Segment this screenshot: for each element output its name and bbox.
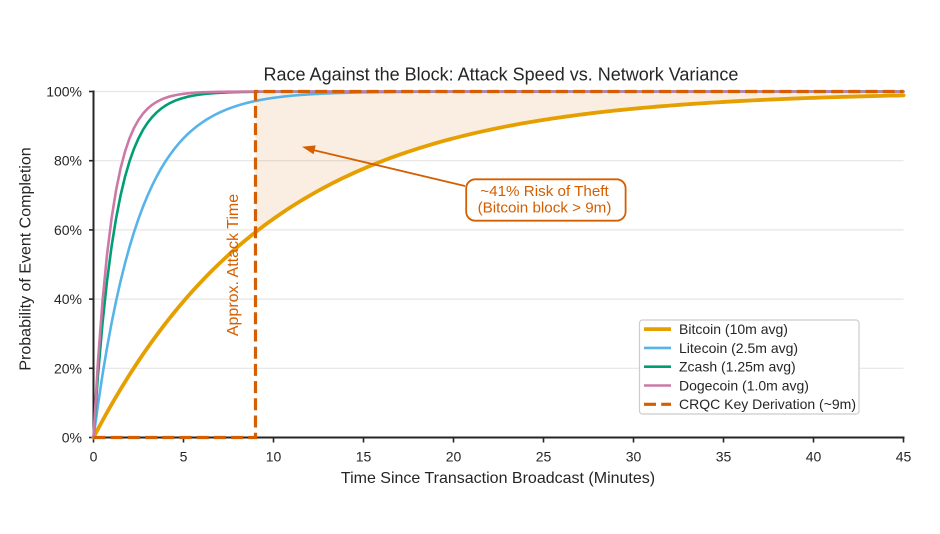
svg-text:20%: 20% bbox=[54, 360, 82, 376]
svg-text:80%: 80% bbox=[54, 153, 82, 169]
svg-text:Probability of Event Completio: Probability of Event Completion bbox=[18, 147, 35, 370]
svg-text:Approx. Attack Time: Approx. Attack Time bbox=[225, 194, 242, 336]
svg-text:(Bitcoin block > 9m): (Bitcoin block > 9m) bbox=[478, 200, 612, 217]
svg-text:45: 45 bbox=[896, 449, 912, 465]
svg-text:Bitcoin (10m avg): Bitcoin (10m avg) bbox=[679, 321, 788, 337]
svg-text:35: 35 bbox=[716, 449, 732, 465]
svg-text:60%: 60% bbox=[54, 222, 82, 238]
svg-text:CRQC Key Derivation (~9m): CRQC Key Derivation (~9m) bbox=[679, 396, 856, 412]
svg-text:0: 0 bbox=[90, 449, 98, 465]
svg-text:100%: 100% bbox=[46, 84, 82, 100]
svg-text:5: 5 bbox=[180, 449, 188, 465]
svg-text:Race Against the Block: Attack: Race Against the Block: Attack Speed vs.… bbox=[264, 65, 739, 85]
svg-text:25: 25 bbox=[536, 449, 552, 465]
svg-text:Time Since Transaction Broadca: Time Since Transaction Broadcast (Minute… bbox=[341, 470, 655, 487]
svg-text:Dogecoin (1.0m avg): Dogecoin (1.0m avg) bbox=[679, 377, 809, 393]
svg-text:10: 10 bbox=[266, 449, 282, 465]
svg-text:~41% Risk of Theft: ~41% Risk of Theft bbox=[480, 183, 609, 200]
svg-text:20: 20 bbox=[446, 449, 462, 465]
svg-text:30: 30 bbox=[626, 449, 642, 465]
svg-text:15: 15 bbox=[356, 449, 372, 465]
svg-text:Litecoin (2.5m avg): Litecoin (2.5m avg) bbox=[679, 340, 798, 356]
svg-text:0%: 0% bbox=[62, 430, 82, 446]
svg-text:40: 40 bbox=[806, 449, 822, 465]
svg-text:40%: 40% bbox=[54, 291, 82, 307]
svg-text:Zcash (1.25m avg): Zcash (1.25m avg) bbox=[679, 359, 796, 375]
